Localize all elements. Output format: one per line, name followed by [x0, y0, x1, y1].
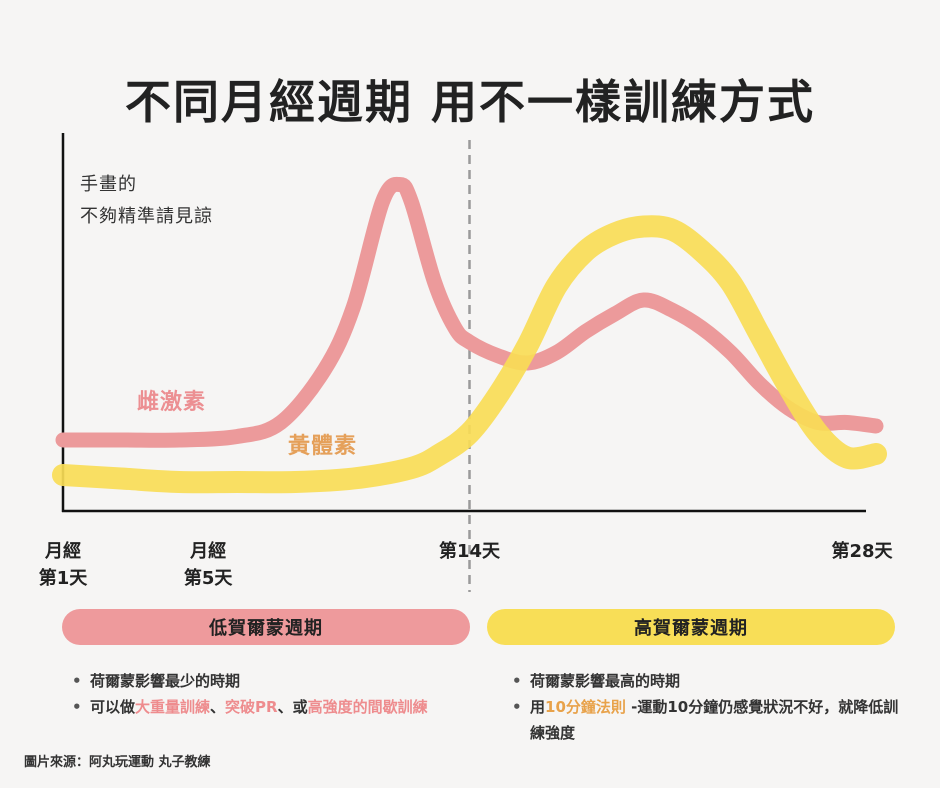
x-tick-label-line: 第1天 [38, 568, 88, 589]
list-item-text: 、或 [277, 698, 308, 716]
highlighted-text: 大重量訓練 [135, 698, 211, 716]
list-item-text: 可以做 [90, 698, 136, 716]
x-tick-label-line: 月經 [190, 541, 227, 562]
progesterone-label: 黃體素 [288, 434, 358, 459]
x-tick-label-line: 月經 [45, 541, 81, 562]
list-item: 荷爾蒙影響最高的時期 [512, 668, 907, 694]
list-item: 用10分鐘法則 -運動10分鐘仍感覺狀況不好，就降低訓練強度 [512, 694, 907, 746]
list-item: 可以做大重量訓練、突破PR、或高強度的間歇訓練 [72, 694, 492, 720]
page-title: 不同月經週期 用不一樣訓練方式 [124, 75, 815, 129]
high-phase-list: 荷爾蒙影響最高的時期用10分鐘法則 -運動10分鐘仍感覺狀況不好，就降低訓練強度 [512, 668, 907, 746]
hormone-chart [52, 133, 887, 592]
x-tick-label: 月經第1天 [39, 538, 88, 592]
low-hormone-phase-pill: 低賀爾蒙週期 [62, 609, 470, 645]
x-tick-label-line: 第28天 [831, 541, 893, 562]
x-tick-label-line: 第5天 [183, 568, 233, 589]
image-source: 圖片來源：阿丸玩運動 丸子教練 [24, 755, 211, 770]
progesterone-curve [52, 215, 887, 494]
low-phase-list: 荷爾蒙影響最少的時期可以做大重量訓練、突破PR、或高強度的間歇訓練 [72, 668, 492, 720]
list-item: 荷爾蒙影響最少的時期 [72, 668, 492, 694]
highlighted-text: 高強度的間歇訓練 [307, 698, 428, 716]
list-item-text: 用 [530, 698, 546, 716]
high-hormone-phase-pill: 高賀爾蒙週期 [487, 609, 895, 645]
x-tick-label: 月經第5天 [184, 538, 233, 592]
estrogen-curve [55, 176, 884, 448]
list-item-text: -運動10分鐘仍感覺狀況不好，就降低訓練強度 [530, 698, 899, 742]
x-tick-label: 第14天 [439, 538, 500, 565]
list-item-text: 荷爾蒙影響最少的時期 [90, 672, 241, 690]
x-tick-label: 第28天 [831, 538, 892, 565]
estrogen-label: 雌激素 [137, 390, 207, 415]
list-item-text: 荷爾蒙影響最高的時期 [530, 672, 681, 690]
handdrawn-note-line-1: 手畫的 [80, 174, 137, 195]
highlighted-text: 突破PR [225, 698, 278, 716]
highlighted-text: 10分鐘法則 [545, 698, 626, 716]
high-phase-title: 高賀爾蒙週期 [634, 618, 748, 639]
handdrawn-note-line-2: 不夠精準請見諒 [80, 206, 213, 227]
low-phase-title: 低賀爾蒙週期 [209, 618, 323, 639]
x-tick-label-line: 第14天 [438, 541, 501, 562]
list-item-text: 、 [210, 698, 226, 716]
